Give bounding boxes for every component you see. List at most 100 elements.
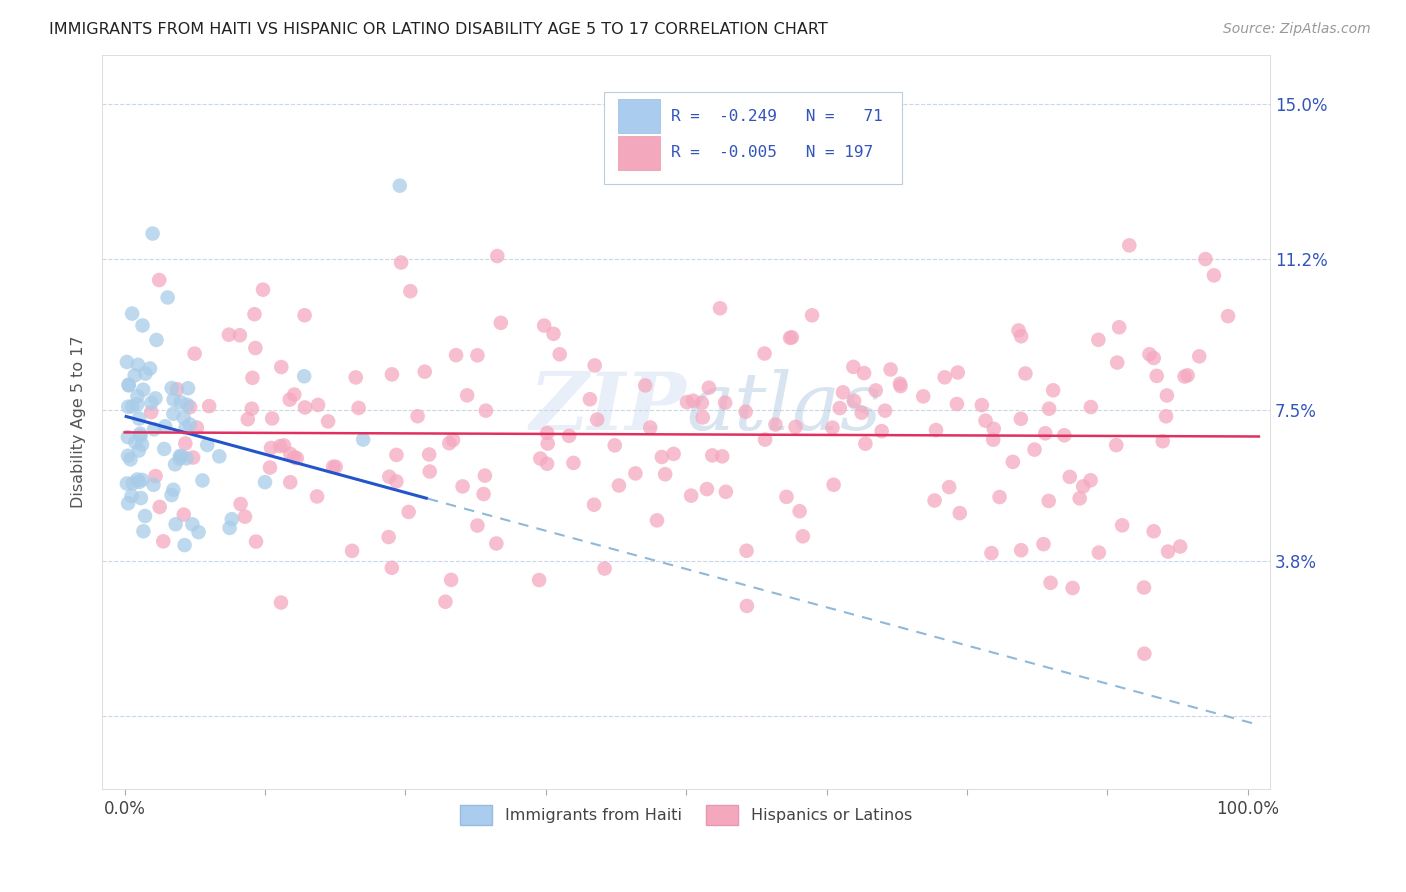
Point xyxy=(855,436,877,450)
Point xyxy=(381,368,404,382)
Point xyxy=(662,447,685,461)
Point xyxy=(654,467,676,482)
Point xyxy=(132,524,155,539)
Point xyxy=(187,525,209,540)
Point xyxy=(714,484,737,499)
Point xyxy=(785,420,807,434)
Point xyxy=(177,381,200,395)
Y-axis label: Disability Age 5 to 17: Disability Age 5 to 17 xyxy=(72,336,86,508)
Point xyxy=(853,366,876,380)
Point xyxy=(486,249,509,263)
Point xyxy=(418,448,440,462)
Point xyxy=(141,396,163,410)
Point xyxy=(912,389,935,403)
Point xyxy=(1001,455,1024,469)
Point xyxy=(129,491,152,505)
Point xyxy=(988,490,1011,504)
Point xyxy=(278,475,301,490)
Point xyxy=(983,422,1005,436)
Point xyxy=(981,433,1004,447)
Point xyxy=(801,308,824,322)
Point xyxy=(709,301,731,316)
Point xyxy=(240,401,263,416)
Point xyxy=(307,490,329,504)
Point xyxy=(124,435,146,450)
Point xyxy=(451,479,474,493)
Point xyxy=(191,474,214,488)
Point xyxy=(1174,369,1197,384)
Point xyxy=(1014,367,1036,381)
Point xyxy=(236,412,259,426)
Point xyxy=(186,420,208,434)
Point xyxy=(127,473,149,487)
Point xyxy=(145,333,167,347)
Point xyxy=(131,318,153,333)
Point xyxy=(1168,540,1191,554)
Point xyxy=(681,489,703,503)
Point xyxy=(754,433,776,447)
Point xyxy=(865,384,887,398)
Point xyxy=(1139,347,1161,361)
Text: IMMIGRANTS FROM HAITI VS HISPANIC OR LATINO DISABILITY AGE 5 TO 17 CORRELATION C: IMMIGRANTS FROM HAITI VS HISPANIC OR LAT… xyxy=(49,22,828,37)
Point xyxy=(280,447,302,461)
Point xyxy=(434,595,457,609)
Point xyxy=(536,457,558,471)
Point xyxy=(1177,368,1199,383)
Point xyxy=(242,371,264,385)
Point xyxy=(474,468,496,483)
Point xyxy=(278,392,301,407)
Point xyxy=(153,419,176,434)
Point xyxy=(173,508,195,522)
Point xyxy=(779,331,801,345)
Point xyxy=(828,401,851,415)
Point xyxy=(134,367,156,381)
Point xyxy=(385,448,408,462)
Point xyxy=(832,385,855,400)
Text: R =  -0.005   N = 197: R = -0.005 N = 197 xyxy=(671,145,873,161)
Point xyxy=(173,410,195,425)
Point xyxy=(283,450,305,465)
Point xyxy=(121,476,143,491)
Point xyxy=(149,500,172,514)
Point xyxy=(734,405,756,419)
Point xyxy=(607,478,630,492)
Point xyxy=(485,536,508,550)
Point xyxy=(879,362,901,376)
Point xyxy=(283,387,305,401)
Point xyxy=(1146,368,1168,383)
Point xyxy=(165,517,187,532)
Point xyxy=(174,421,197,435)
Point xyxy=(413,365,436,379)
Point xyxy=(142,478,165,492)
Point xyxy=(775,490,797,504)
Point xyxy=(467,348,489,362)
Point xyxy=(765,417,787,432)
Point xyxy=(153,442,176,456)
Text: atlas: atlas xyxy=(686,368,882,446)
Point xyxy=(889,376,911,391)
Point xyxy=(1087,333,1109,347)
Point xyxy=(121,489,143,503)
Point xyxy=(121,400,143,414)
Point xyxy=(131,473,153,487)
Point xyxy=(533,318,555,333)
Point xyxy=(218,327,240,342)
Point xyxy=(821,420,844,434)
Point xyxy=(1105,438,1128,452)
Point xyxy=(117,400,139,414)
Point xyxy=(714,395,737,409)
Point xyxy=(165,458,187,472)
Point xyxy=(444,348,467,362)
Point xyxy=(1156,388,1178,402)
Point xyxy=(651,450,673,464)
Point xyxy=(145,469,167,483)
Point xyxy=(586,412,609,426)
Point xyxy=(252,283,274,297)
Point xyxy=(1202,268,1225,283)
Point xyxy=(582,498,605,512)
Point xyxy=(1133,647,1156,661)
Point xyxy=(117,377,139,392)
Point xyxy=(243,307,266,321)
Point xyxy=(1143,351,1166,365)
Point xyxy=(1038,494,1060,508)
